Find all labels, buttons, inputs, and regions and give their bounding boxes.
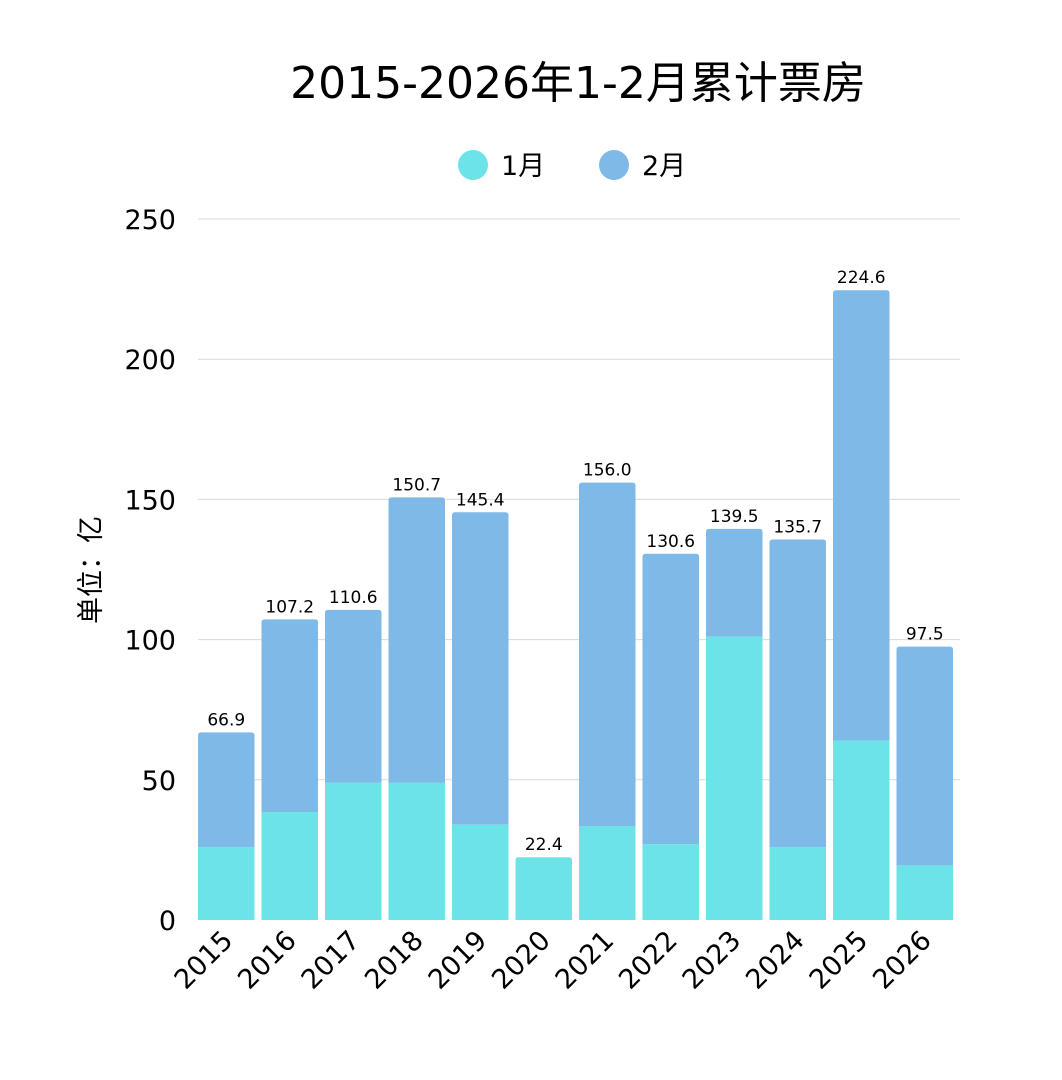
total-label-2025: 224.6	[837, 268, 886, 288]
total-label-2020: 22.4	[525, 835, 563, 855]
total-label-2015: 66.9	[207, 710, 245, 730]
x-tick-label: 2020	[486, 925, 557, 996]
legend-swatch-1	[458, 150, 488, 180]
y-tick-label: 250	[124, 205, 176, 236]
x-tick-label: 2024	[740, 925, 811, 996]
total-label-2019: 145.4	[456, 490, 505, 510]
x-tick-label: 2015	[169, 925, 240, 996]
x-tick-label: 2022	[613, 925, 684, 996]
bar-jan-2026	[896, 865, 953, 920]
bar-feb-2023	[706, 528, 763, 637]
legend-swatch-2	[599, 150, 629, 180]
bar-feb-2018	[388, 497, 445, 783]
bar-jan-2025	[833, 740, 890, 920]
data-labels: 66.9 107.2 110.6 150.7 145.4 22.4 156.0 130.6 13…	[207, 268, 943, 855]
bar-jan-2021	[579, 826, 636, 920]
x-tick-label: 2019	[423, 925, 494, 996]
total-label-2018: 150.7	[392, 475, 441, 495]
x-tick-label: 2023	[677, 925, 748, 996]
bar-jan-2024	[769, 847, 826, 920]
total-label-2024: 135.7	[773, 517, 822, 537]
y-tick-label: 0	[159, 906, 176, 937]
total-label-2023: 139.5	[710, 507, 759, 527]
total-label-2017: 110.6	[329, 588, 378, 608]
bar-feb-2021	[579, 482, 636, 827]
bar-jan-2015	[198, 847, 255, 920]
chart-title: 2015-2026年1-2月累计票房	[290, 58, 866, 109]
bar-jan-2022	[642, 844, 699, 920]
bar-feb-2019	[452, 512, 509, 825]
bar-jan-2018	[388, 782, 445, 920]
bar-feb-2026	[896, 646, 953, 866]
y-tick-label: 50	[142, 766, 176, 797]
bar-jan-2019	[452, 824, 509, 920]
total-label-2016: 107.2	[265, 597, 314, 617]
bar-feb-2025	[833, 290, 890, 741]
bar-feb-2024	[769, 539, 826, 848]
legend: 1月 2月	[458, 150, 686, 182]
y-axis-label: 单位：亿	[76, 516, 107, 624]
bar-jan-2020	[515, 857, 572, 920]
x-tick-label: 2026	[867, 925, 938, 996]
x-tick-label: 2021	[550, 925, 621, 996]
x-tick-label: 2016	[232, 925, 303, 996]
bar-jan-2017	[325, 782, 382, 920]
y-tick-label: 150	[124, 485, 176, 516]
total-label-2021: 156.0	[583, 461, 632, 481]
legend-label-2: 2月	[642, 151, 686, 182]
total-label-2022: 130.6	[646, 532, 695, 552]
bar-feb-2022	[642, 553, 699, 845]
bar-feb-2015	[198, 732, 255, 848]
bar-jan-2023	[706, 636, 763, 920]
y-axis-ticks: 0 50 100 150 200 250	[124, 205, 176, 937]
x-tick-label: 2017	[296, 925, 367, 996]
x-axis-ticks: 2015201620172018201920202021202220232024…	[169, 925, 938, 996]
y-tick-label: 200	[124, 345, 176, 376]
total-label-2026: 97.5	[906, 625, 944, 645]
bar-feb-2016	[261, 619, 318, 813]
x-tick-label: 2025	[804, 925, 875, 996]
x-tick-label: 2018	[359, 925, 430, 996]
bars	[198, 290, 953, 920]
legend-label-1: 1月	[501, 151, 545, 182]
y-tick-label: 100	[124, 626, 176, 657]
bar-jan-2016	[261, 812, 318, 920]
bar-feb-2017	[325, 609, 382, 783]
